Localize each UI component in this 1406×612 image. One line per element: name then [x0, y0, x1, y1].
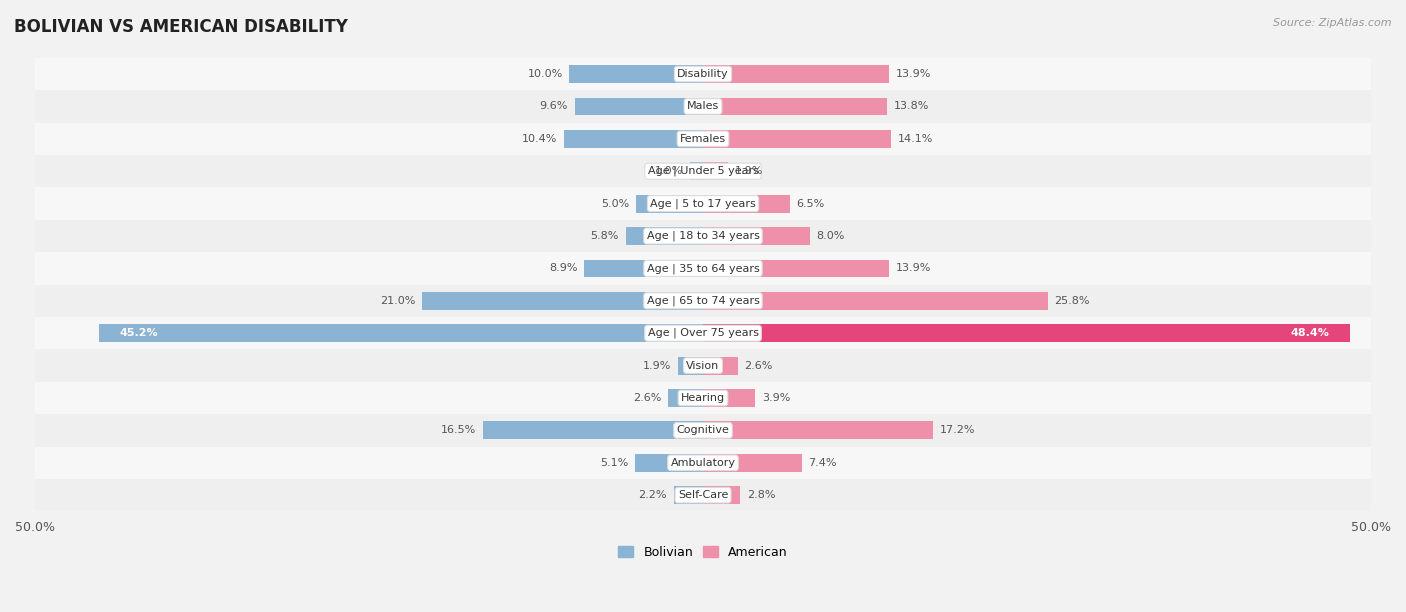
Text: Age | 35 to 64 years: Age | 35 to 64 years	[647, 263, 759, 274]
Text: 13.8%: 13.8%	[894, 102, 929, 111]
Bar	[35, 220, 1371, 252]
Bar	[35, 414, 1371, 447]
Text: 25.8%: 25.8%	[1054, 296, 1090, 306]
Text: Ambulatory: Ambulatory	[671, 458, 735, 468]
Text: 13.9%: 13.9%	[896, 263, 931, 274]
Bar	[703, 130, 891, 147]
Text: Self-Care: Self-Care	[678, 490, 728, 500]
Bar	[575, 97, 703, 115]
Text: Males: Males	[688, 102, 718, 111]
Text: BOLIVIAN VS AMERICAN DISABILITY: BOLIVIAN VS AMERICAN DISABILITY	[14, 18, 347, 36]
Bar	[100, 324, 703, 342]
Text: Disability: Disability	[678, 69, 728, 79]
Bar	[35, 187, 1371, 220]
Bar	[35, 382, 1371, 414]
Bar	[35, 349, 1371, 382]
Bar	[583, 259, 703, 277]
Text: 9.6%: 9.6%	[540, 102, 568, 111]
Bar	[35, 317, 1371, 349]
Bar	[668, 389, 703, 407]
Bar	[703, 357, 738, 375]
Bar	[564, 130, 703, 147]
Bar	[35, 155, 1371, 187]
Text: Hearing: Hearing	[681, 393, 725, 403]
Bar	[703, 422, 932, 439]
Text: 21.0%: 21.0%	[381, 296, 416, 306]
Bar	[35, 58, 1371, 90]
Bar	[35, 285, 1371, 317]
Text: Females: Females	[681, 134, 725, 144]
Bar	[636, 454, 703, 472]
Bar	[703, 292, 1047, 310]
Text: 10.0%: 10.0%	[527, 69, 562, 79]
Text: Cognitive: Cognitive	[676, 425, 730, 435]
Bar	[703, 162, 728, 180]
Text: Age | 18 to 34 years: Age | 18 to 34 years	[647, 231, 759, 241]
Text: 5.1%: 5.1%	[600, 458, 628, 468]
Bar	[678, 357, 703, 375]
Text: Age | Over 75 years: Age | Over 75 years	[648, 328, 758, 338]
Text: 1.0%: 1.0%	[655, 166, 683, 176]
Text: 8.9%: 8.9%	[548, 263, 578, 274]
Text: 7.4%: 7.4%	[808, 458, 837, 468]
Text: 48.4%: 48.4%	[1291, 328, 1330, 338]
Text: 2.6%: 2.6%	[633, 393, 662, 403]
Text: 17.2%: 17.2%	[939, 425, 974, 435]
Bar	[689, 162, 703, 180]
Text: 1.9%: 1.9%	[643, 360, 671, 371]
Bar	[35, 90, 1371, 122]
Bar	[703, 65, 889, 83]
Bar	[35, 447, 1371, 479]
Text: Vision: Vision	[686, 360, 720, 371]
Bar	[422, 292, 703, 310]
Bar	[703, 454, 801, 472]
Text: 6.5%: 6.5%	[797, 199, 825, 209]
Text: 16.5%: 16.5%	[440, 425, 475, 435]
Text: 3.9%: 3.9%	[762, 393, 790, 403]
Text: 45.2%: 45.2%	[120, 328, 157, 338]
Text: 2.2%: 2.2%	[638, 490, 666, 500]
Legend: Bolivian, American: Bolivian, American	[613, 541, 793, 564]
Text: 5.0%: 5.0%	[602, 199, 630, 209]
Bar	[35, 479, 1371, 512]
Bar	[703, 324, 1350, 342]
Bar	[482, 422, 703, 439]
Text: 13.9%: 13.9%	[896, 69, 931, 79]
Text: 10.4%: 10.4%	[522, 134, 557, 144]
Text: 5.8%: 5.8%	[591, 231, 619, 241]
Text: 2.6%: 2.6%	[744, 360, 773, 371]
Bar	[703, 227, 810, 245]
Bar	[626, 227, 703, 245]
Bar	[35, 252, 1371, 285]
Text: Source: ZipAtlas.com: Source: ZipAtlas.com	[1274, 18, 1392, 28]
Bar	[35, 122, 1371, 155]
Bar	[636, 195, 703, 212]
Text: Age | 65 to 74 years: Age | 65 to 74 years	[647, 296, 759, 306]
Bar	[703, 259, 889, 277]
Text: 14.1%: 14.1%	[898, 134, 934, 144]
Bar	[703, 195, 790, 212]
Bar	[703, 487, 741, 504]
Text: Age | Under 5 years: Age | Under 5 years	[648, 166, 758, 176]
Bar	[673, 487, 703, 504]
Text: Age | 5 to 17 years: Age | 5 to 17 years	[650, 198, 756, 209]
Text: 8.0%: 8.0%	[817, 231, 845, 241]
Bar	[703, 97, 887, 115]
Bar	[569, 65, 703, 83]
Text: 2.8%: 2.8%	[747, 490, 776, 500]
Text: 1.9%: 1.9%	[735, 166, 763, 176]
Bar	[703, 389, 755, 407]
